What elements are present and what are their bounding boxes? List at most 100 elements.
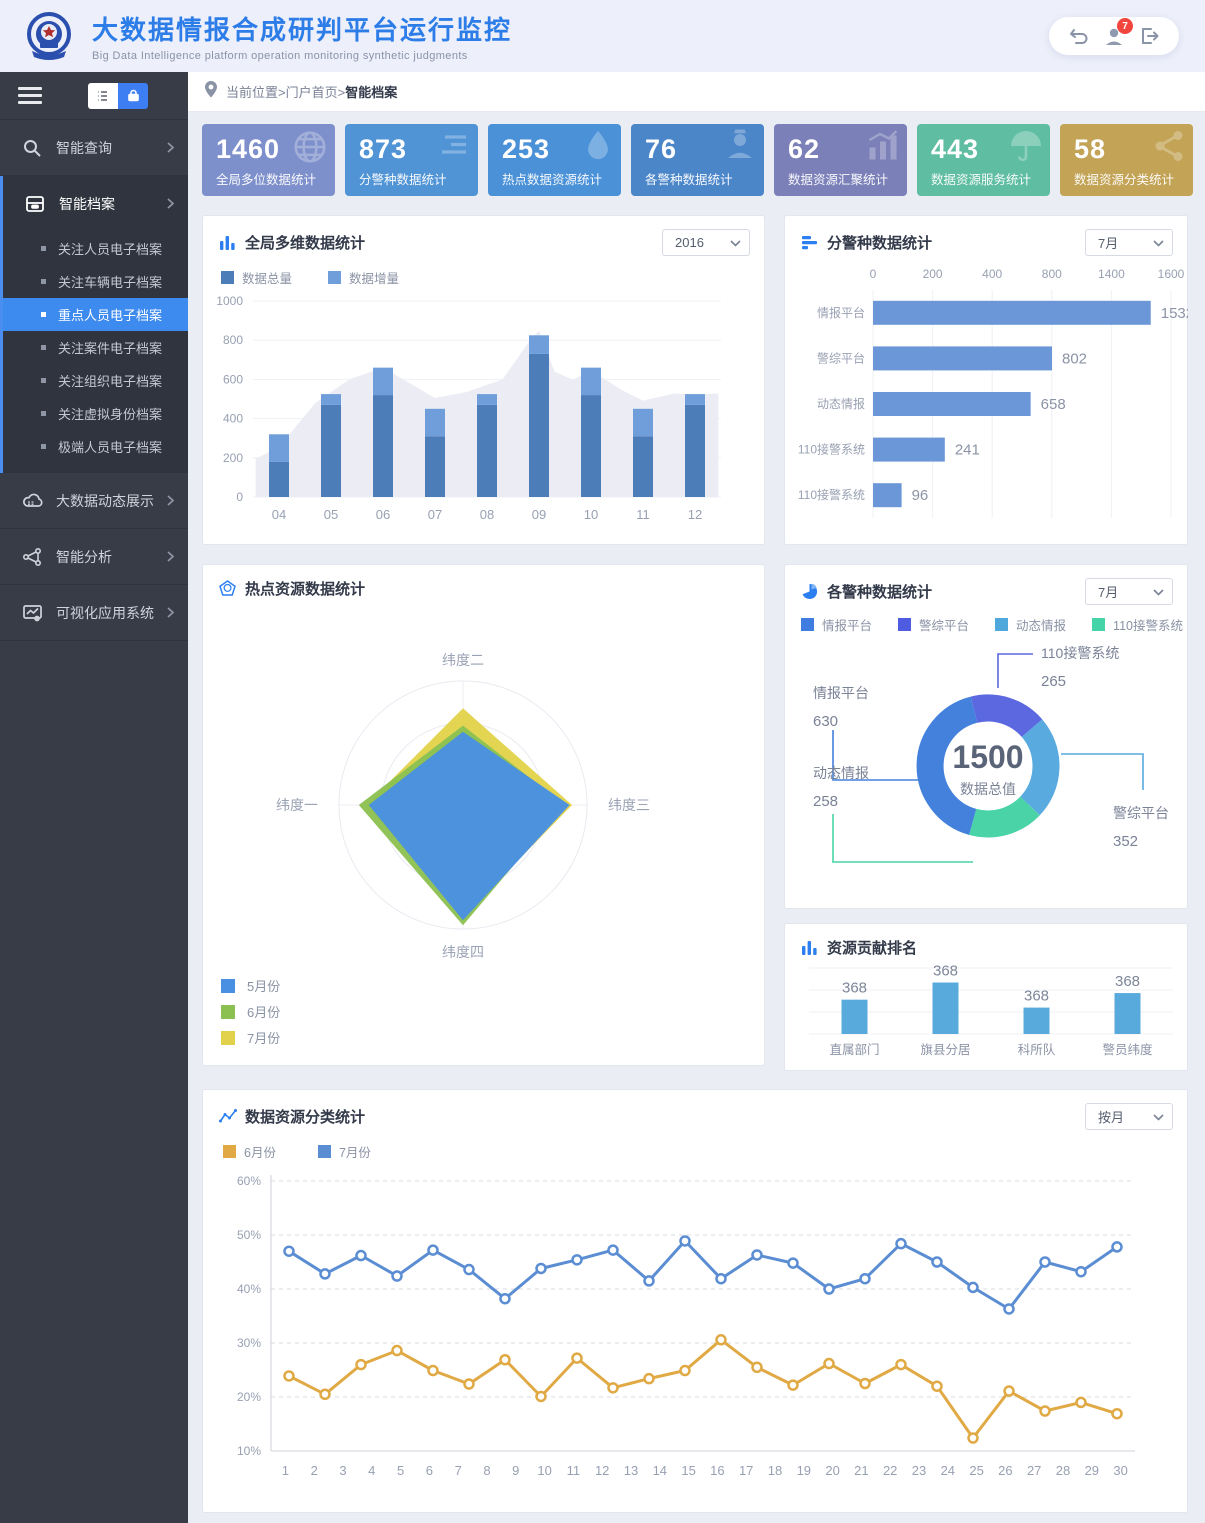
list-view-icon[interactable] [88, 82, 118, 109]
svg-text:96: 96 [912, 487, 929, 504]
panel-resource-category: 数据资源分类统计 按月 6月份 7月份 10% 20% 30% 40% 50% 60% 1 2 3… [202, 1089, 1188, 1513]
stat-card[interactable]: 443 数据资源服务统计 [917, 124, 1050, 196]
svg-text:旗县分居: 旗县分居 [920, 1042, 970, 1057]
svg-text:368: 368 [1024, 988, 1049, 1005]
month-select[interactable]: 7月 [1085, 229, 1173, 256]
sidebar-item-label: 可视化应用系统 [56, 604, 154, 621]
legend: 情报平台 警综平台 动态情报 110接警系统 [785, 613, 1187, 634]
stat-card[interactable]: 873 分警种数据统计 [345, 124, 478, 196]
svg-text:数据总值: 数据总值 [960, 781, 1016, 797]
logout-icon[interactable] [1138, 25, 1160, 47]
svg-text:110接警系统: 110接警系统 [798, 487, 865, 502]
sidebar-item-智能档案[interactable]: 智能档案 [3, 176, 188, 232]
legend-item[interactable]: 6月份 [223, 1142, 276, 1161]
svg-text:04: 04 [272, 507, 286, 522]
svg-text:16: 16 [710, 1463, 724, 1478]
svg-text:动态情报: 动态情报 [817, 396, 865, 411]
svg-text:50%: 50% [237, 1228, 261, 1242]
legend-item[interactable]: 警综平台 [898, 615, 969, 634]
header-actions: 7 [1049, 17, 1179, 55]
panel-police-donut: 各警种数据统计 7月 情报平台 警综平台 动态情报 110接警系统 1500 数据总值 1… [784, 564, 1188, 909]
svg-text:400: 400 [223, 412, 243, 426]
stat-label: 数据资源分类统计 [1074, 173, 1175, 187]
sidebar-subitem-关注车辆电子档案[interactable]: 关注车辆电子档案 [3, 265, 188, 298]
stat-card[interactable]: 253 热点数据资源统计 [488, 124, 621, 196]
svg-text:200: 200 [923, 267, 943, 281]
bullet-icon [41, 246, 46, 251]
chevron-down-icon [1153, 235, 1164, 250]
sidebar-view-toggle[interactable] [88, 82, 148, 109]
umbrella-icon [1008, 128, 1044, 169]
pie-chart-icon [801, 583, 818, 600]
stat-card[interactable]: 62 数据资源汇聚统计 [774, 124, 907, 196]
sidebar-subitem-关注组织电子档案[interactable]: 关注组织电子档案 [3, 364, 188, 397]
chart-icon [865, 128, 901, 169]
period-select[interactable]: 按月 [1085, 1103, 1173, 1130]
police-split-chart: 0 200 400 800 1400 1600 情报平台 1532 警综平台 802 动态情报 658… [785, 264, 1194, 541]
svg-text:658: 658 [1041, 396, 1066, 413]
stat-card[interactable]: 58 数据资源分类统计 [1060, 124, 1193, 196]
hamburger-menu-icon[interactable] [18, 87, 42, 104]
sidebar-subitem-label: 关注车辆电子档案 [58, 275, 163, 290]
month-select[interactable]: 7月 [1085, 578, 1173, 605]
sidebar-item-大数据动态展示[interactable]: 大数据动态展示 [0, 473, 188, 529]
chevron-right-icon [167, 196, 175, 212]
sidebar-subitem-关注案件电子档案[interactable]: 关注案件电子档案 [3, 331, 188, 364]
svg-text:10: 10 [537, 1463, 551, 1478]
sidebar-item-label: 大数据动态展示 [56, 492, 154, 509]
legend-item[interactable]: 数据增量 [328, 268, 399, 287]
undo-icon[interactable] [1068, 25, 1090, 47]
chevron-right-icon [167, 605, 175, 621]
legend-swatch [221, 271, 234, 284]
svg-text:直属部门: 直属部门 [829, 1042, 879, 1057]
sidebar-item-智能查询[interactable]: 智能查询 [0, 120, 188, 176]
legend-swatch [898, 618, 912, 631]
svg-text:265: 265 [1041, 673, 1066, 690]
svg-text:258: 258 [813, 793, 838, 810]
sidebar-subitem-关注虚拟身份档案[interactable]: 关注虚拟身份档案 [3, 397, 188, 430]
svg-text:06: 06 [376, 507, 390, 522]
sidebar-subitem-关注人员电子档案[interactable]: 关注人员电子档案 [3, 232, 188, 265]
svg-text:800: 800 [223, 333, 243, 347]
global-multidim-chart: 0 200 400 600 800 1000 04 05 06 07 08 09 10 11 12 [203, 289, 764, 538]
panel-title: 各警种数据统计 [827, 584, 933, 601]
user-notifications-icon[interactable]: 7 [1103, 18, 1133, 47]
svg-text:12: 12 [688, 507, 702, 522]
legend-item[interactable]: 数据总量 [221, 268, 292, 287]
legend-label: 警综平台 [919, 619, 970, 633]
svg-text:科所队: 科所队 [1018, 1042, 1056, 1057]
lock-icon[interactable] [118, 82, 148, 109]
stat-value: 1460 [216, 134, 281, 164]
stat-card[interactable]: 1460 全局多位数据统计 [202, 124, 335, 196]
panel-global-multidim: 全局多维数据统计 2016 数据总量 数据增量 0 200 400 600 800 1000… [202, 215, 765, 545]
svg-text:情报平台: 情报平台 [813, 685, 869, 701]
svg-text:15: 15 [681, 1463, 695, 1478]
stat-value: 443 [931, 134, 980, 164]
legend-item[interactable]: 110接警系统 [1092, 615, 1183, 634]
sidebar-item-可视化应用系统[interactable]: 可视化应用系统 [0, 585, 188, 641]
list-icon [436, 128, 472, 169]
year-select[interactable]: 2016 [662, 229, 750, 256]
panel-title: 全局多维数据统计 [245, 235, 366, 252]
share-icon [1151, 128, 1187, 169]
bar-chart-svg: 0 200 400 600 800 1000 04 05 06 07 08 09 10 11 12 [216, 294, 721, 522]
cloud-icon [22, 491, 43, 511]
sidebar-subitem-label: 关注虚拟身份档案 [58, 407, 163, 422]
sidebar-item-智能分析[interactable]: 智能分析 [0, 529, 188, 585]
stat-value: 58 [1074, 134, 1107, 164]
legend-item[interactable]: 情报平台 [801, 615, 872, 634]
sidebar-subitem-极端人员电子档案[interactable]: 极端人员电子档案 [3, 430, 188, 463]
svg-text:08: 08 [480, 507, 494, 522]
svg-text:800: 800 [1042, 267, 1062, 281]
legend-item[interactable]: 动态情报 [995, 615, 1066, 634]
bullet-icon [41, 378, 46, 383]
svg-text:368: 368 [933, 963, 958, 980]
svg-text:05: 05 [324, 507, 338, 522]
svg-text:802: 802 [1062, 350, 1087, 367]
sidebar-subitem-重点人员电子档案[interactable]: 重点人员电子档案 [3, 298, 188, 331]
stat-card[interactable]: 76 各警种数据统计 [631, 124, 764, 196]
legend-item[interactable]: 7月份 [317, 1142, 371, 1161]
legend-label: 6月份 [244, 1146, 276, 1160]
panel-hotspot-radar: 热点资源数据统计 纬度二 纬度三 纬度四 纬度一 5月份 6月份 7月份 [202, 564, 765, 1066]
stat-label: 分警种数据统计 [359, 173, 447, 187]
